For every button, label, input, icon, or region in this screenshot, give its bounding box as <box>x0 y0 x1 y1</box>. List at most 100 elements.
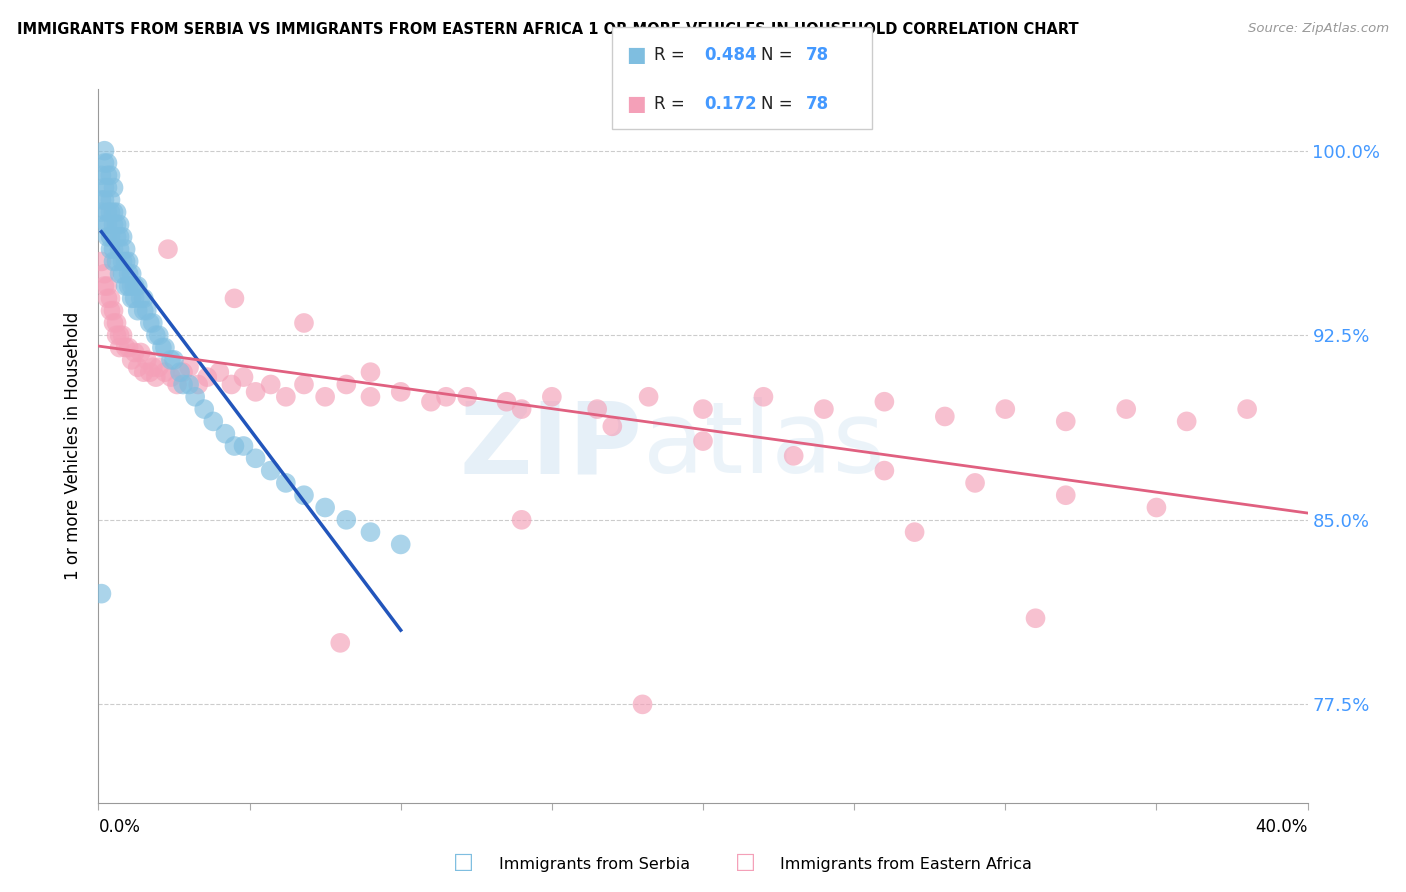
Point <box>335 377 357 392</box>
Point <box>292 316 315 330</box>
Point <box>103 180 125 194</box>
Point <box>127 360 149 375</box>
Point <box>114 279 136 293</box>
Point <box>602 419 624 434</box>
Point <box>124 291 146 305</box>
Point <box>153 341 176 355</box>
Point <box>434 390 457 404</box>
Point <box>142 360 165 375</box>
Text: 40.0%: 40.0% <box>1256 818 1308 836</box>
Point <box>108 267 131 281</box>
Point <box>105 218 128 232</box>
Point <box>274 475 297 490</box>
Point <box>389 384 412 399</box>
Point <box>100 242 122 256</box>
Point <box>783 449 806 463</box>
Point <box>118 341 141 355</box>
Point <box>96 218 118 232</box>
Point <box>637 390 659 404</box>
Point <box>103 218 125 232</box>
Point <box>904 525 927 540</box>
Point <box>260 377 283 392</box>
Point <box>135 352 157 367</box>
Text: Immigrants from Serbia: Immigrants from Serbia <box>499 857 690 872</box>
Point <box>510 513 533 527</box>
Point <box>214 426 236 441</box>
Point <box>292 377 315 392</box>
Text: ■: ■ <box>626 94 645 113</box>
Point <box>163 352 186 367</box>
Point <box>692 434 714 448</box>
Point <box>90 169 112 183</box>
Point <box>90 254 112 268</box>
Point <box>93 180 115 194</box>
Point <box>93 218 115 232</box>
Point <box>172 377 194 392</box>
Point <box>1115 402 1137 417</box>
Point <box>90 193 112 207</box>
Point <box>100 230 122 244</box>
Text: IMMIGRANTS FROM SERBIA VS IMMIGRANTS FROM EASTERN AFRICA 1 OR MORE VEHICLES IN H: IMMIGRANTS FROM SERBIA VS IMMIGRANTS FRO… <box>17 22 1078 37</box>
Point <box>1175 414 1198 428</box>
Point <box>105 205 128 219</box>
Point <box>260 464 283 478</box>
Point <box>360 365 382 379</box>
Point <box>121 291 143 305</box>
Point <box>90 205 112 219</box>
Point <box>114 341 136 355</box>
Point <box>389 537 412 551</box>
Point <box>111 267 134 281</box>
Point <box>132 303 155 318</box>
Point <box>153 365 176 379</box>
Point <box>118 254 141 268</box>
Point <box>139 316 162 330</box>
Point <box>184 390 207 404</box>
Text: ■: ■ <box>626 45 645 65</box>
Point <box>360 390 382 404</box>
Point <box>142 316 165 330</box>
Point <box>148 328 170 343</box>
Point <box>111 230 134 244</box>
Text: R =: R = <box>654 95 690 112</box>
Point <box>114 242 136 256</box>
Point <box>135 303 157 318</box>
Point <box>103 303 125 318</box>
Text: 0.484: 0.484 <box>704 46 756 64</box>
Point <box>90 587 112 601</box>
Point <box>420 394 443 409</box>
Point <box>965 475 987 490</box>
Point <box>166 377 188 392</box>
Point <box>221 377 243 392</box>
Point <box>179 360 201 375</box>
Point <box>127 279 149 293</box>
Point <box>96 291 118 305</box>
Point <box>156 242 179 256</box>
Point <box>586 402 609 417</box>
Point <box>335 513 357 527</box>
Point <box>100 193 122 207</box>
Point <box>93 267 115 281</box>
Point <box>96 230 118 244</box>
Point <box>96 180 118 194</box>
Point <box>105 328 128 343</box>
Point <box>202 414 225 428</box>
Point <box>96 156 118 170</box>
Point <box>224 291 246 305</box>
Point <box>108 230 131 244</box>
Point <box>360 525 382 540</box>
Point <box>873 394 896 409</box>
Point <box>96 279 118 293</box>
Point <box>994 402 1017 417</box>
Point <box>114 254 136 268</box>
Point <box>139 365 162 379</box>
Point <box>105 254 128 268</box>
Point <box>124 279 146 293</box>
Point <box>245 451 267 466</box>
Point <box>224 439 246 453</box>
Text: 0.172: 0.172 <box>704 95 756 112</box>
Point <box>108 218 131 232</box>
Point <box>540 390 562 404</box>
Y-axis label: 1 or more Vehicles in Household: 1 or more Vehicles in Household <box>65 312 83 580</box>
Point <box>179 377 201 392</box>
Point <box>150 341 173 355</box>
